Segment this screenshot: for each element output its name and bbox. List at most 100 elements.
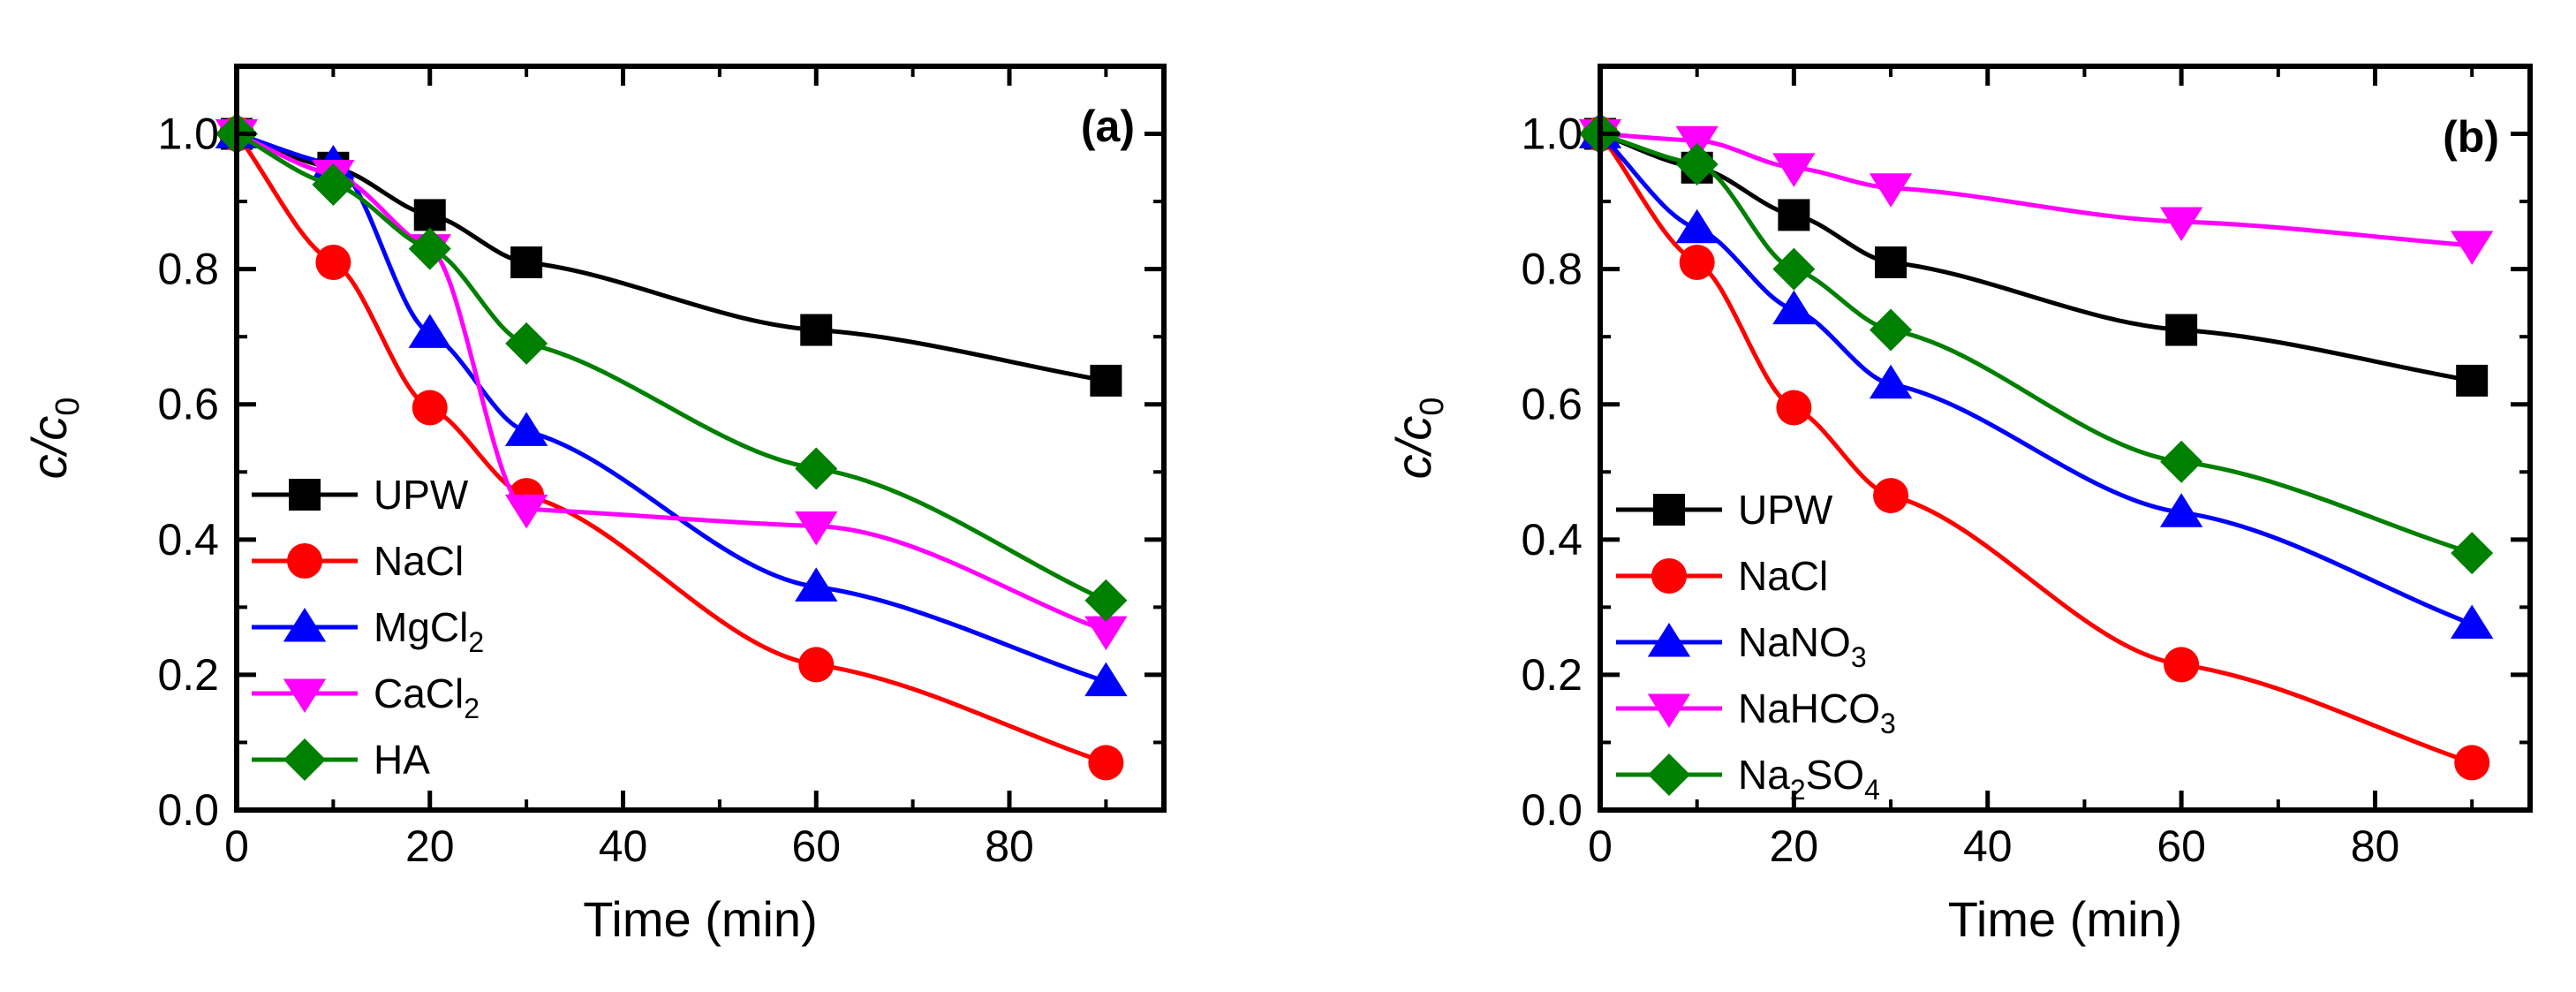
- panel-label: (a): [1081, 102, 1135, 151]
- legend-swatch-marker: [1653, 494, 1685, 526]
- data-point: [1772, 153, 1816, 187]
- data-point: [504, 494, 548, 529]
- legend-item: CaCl2: [252, 670, 480, 724]
- data-point: [505, 322, 548, 365]
- series-line: [1599, 132, 2473, 556]
- series-line: [236, 132, 1107, 383]
- data-point: [1875, 246, 1907, 278]
- x-tick-label: 40: [1963, 822, 2013, 871]
- legend-item: HA: [252, 737, 430, 783]
- legend-label-subscript: 3: [1851, 641, 1867, 673]
- legend-item: Na2SO4: [1616, 752, 1880, 806]
- y-tick-label: 0.0: [1521, 785, 1583, 835]
- legend-label-text: SO: [1806, 752, 1864, 798]
- y-axis-title-main: c/c: [1386, 416, 1441, 480]
- data-point: [795, 447, 838, 490]
- series-MgCl2: [215, 114, 1128, 697]
- series-UPW: [221, 117, 1122, 397]
- legend-label-subscript: 4: [1864, 774, 1880, 806]
- series-CaCl2: [215, 119, 1128, 651]
- legend-label-text: NaNO: [1738, 619, 1851, 665]
- legend-item: UPW: [252, 472, 469, 518]
- data-point: [1772, 247, 1816, 291]
- legend-label: UPW: [1738, 487, 1833, 533]
- legend-label-subscript: 2: [468, 626, 484, 658]
- panel-label: (b): [2443, 112, 2499, 162]
- y-tick-label: 0.2: [1521, 650, 1583, 700]
- data-point: [412, 390, 448, 426]
- data-point: [1776, 390, 1812, 426]
- data-point: [795, 511, 838, 546]
- legend-label: Na2SO4: [1738, 752, 1880, 806]
- legend-swatch-marker: [287, 543, 322, 579]
- legend-swatch-marker: [283, 738, 326, 781]
- legend-label-subscript: 2: [464, 693, 480, 724]
- series-line: [1599, 132, 2473, 383]
- data-point: [795, 567, 838, 602]
- data-point: [2450, 604, 2494, 639]
- y-axis-title-main: c/c: [21, 416, 77, 480]
- series-HA: [215, 112, 1128, 622]
- x-tick-label: 60: [791, 822, 841, 871]
- data-point: [1869, 364, 1913, 399]
- series-line: [235, 133, 1107, 765]
- legend-label-subscript: 3: [1880, 708, 1896, 739]
- data-point: [2160, 440, 2203, 483]
- legend-swatch-marker: [1647, 623, 1691, 657]
- legend-swatch-marker: [1651, 558, 1687, 594]
- data-point: [1090, 364, 1122, 397]
- data-point: [413, 199, 446, 231]
- y-axis-title-sub: 0: [1414, 398, 1451, 416]
- data-point: [1870, 308, 1913, 352]
- data-point: [798, 647, 835, 683]
- data-point: [504, 412, 548, 446]
- data-point: [510, 246, 543, 278]
- data-point: [1675, 125, 1719, 161]
- data-point: [2456, 364, 2489, 397]
- data-point: [2159, 493, 2203, 527]
- legend-label-text: NaCl: [1738, 553, 1828, 599]
- y-axis-title: c/c0: [1386, 398, 1451, 480]
- y-tick-label: 1.0: [1521, 110, 1583, 159]
- y-tick-label: 0.6: [157, 380, 219, 429]
- legend-item: NaNO3: [1616, 619, 1867, 673]
- legend-swatch-marker: [1648, 753, 1690, 796]
- series-Na2SO4: [1579, 112, 2494, 575]
- legend-label: CaCl2: [374, 670, 480, 724]
- legend-label: MgCl2: [374, 604, 484, 658]
- legend-label-text: UPW: [1738, 487, 1833, 533]
- x-tick-label: 60: [2157, 822, 2206, 871]
- x-tick-label: 0: [1588, 822, 1613, 871]
- data-point: [1869, 173, 1913, 208]
- legend-swatch-marker: [283, 608, 327, 642]
- x-axis-title: Time (min): [583, 891, 817, 947]
- legend-label: UPW: [374, 472, 469, 518]
- x-tick-label: 20: [1770, 822, 1819, 871]
- data-point: [2451, 532, 2494, 575]
- data-point: [800, 314, 833, 346]
- data-point: [1084, 579, 1128, 622]
- y-tick-label: 0.8: [1521, 245, 1583, 294]
- legend-label-subscript: 2: [1790, 774, 1806, 806]
- y-tick-label: 0.6: [1521, 380, 1583, 429]
- legend-item: MgCl2: [252, 604, 484, 658]
- y-tick-label: 0.2: [157, 650, 219, 700]
- plot-frame: [1598, 64, 2533, 813]
- data-point: [408, 314, 451, 348]
- legend-label-text: MgCl: [374, 604, 468, 650]
- y-tick-label: 0.4: [1521, 515, 1583, 564]
- data-point: [2164, 647, 2200, 683]
- y-axis-title-sub: 0: [49, 398, 87, 416]
- data-point: [1679, 244, 1715, 280]
- data-point: [2450, 231, 2494, 265]
- plot-frame: [234, 64, 1167, 813]
- data-point: [1873, 478, 1909, 514]
- legend-label-text: NaHCO: [1738, 685, 1880, 731]
- x-axis-title: Time (min): [1948, 891, 2182, 947]
- data-point: [1772, 290, 1816, 325]
- data-point: [408, 227, 451, 270]
